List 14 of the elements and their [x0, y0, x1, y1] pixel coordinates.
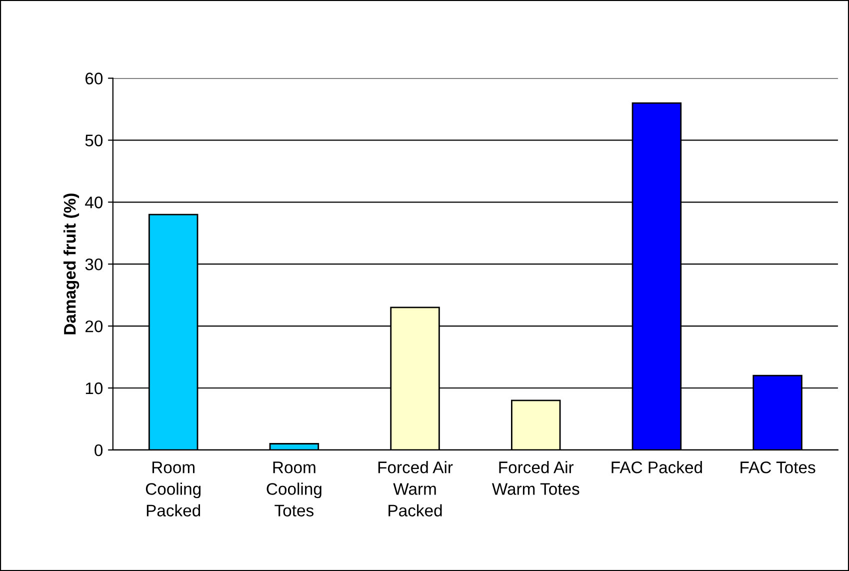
y-tick-label: 50: [85, 134, 103, 146]
x-tick-label: FAC Packed: [612, 461, 702, 474]
x-tick-label: Room Cooling Totes: [266, 462, 322, 516]
x-tick-label: Forced Air Warm Totes: [492, 461, 580, 495]
x-tick-label: FAC Totes: [740, 462, 816, 474]
y-tick-label: 0: [94, 444, 103, 456]
y-axis-title: Damaged fruit (%): [63, 194, 80, 334]
y-tick-label: 10: [86, 382, 103, 394]
y-tick-label: 40: [85, 196, 103, 208]
y-tick-label: 30: [85, 258, 103, 270]
x-tick-label: Forced Air Warm Packed: [378, 461, 453, 516]
x-tick-label: Room Cooling Packed: [146, 462, 201, 516]
y-tick-label: 60: [86, 72, 103, 84]
y-tick-label: 20: [85, 320, 103, 332]
